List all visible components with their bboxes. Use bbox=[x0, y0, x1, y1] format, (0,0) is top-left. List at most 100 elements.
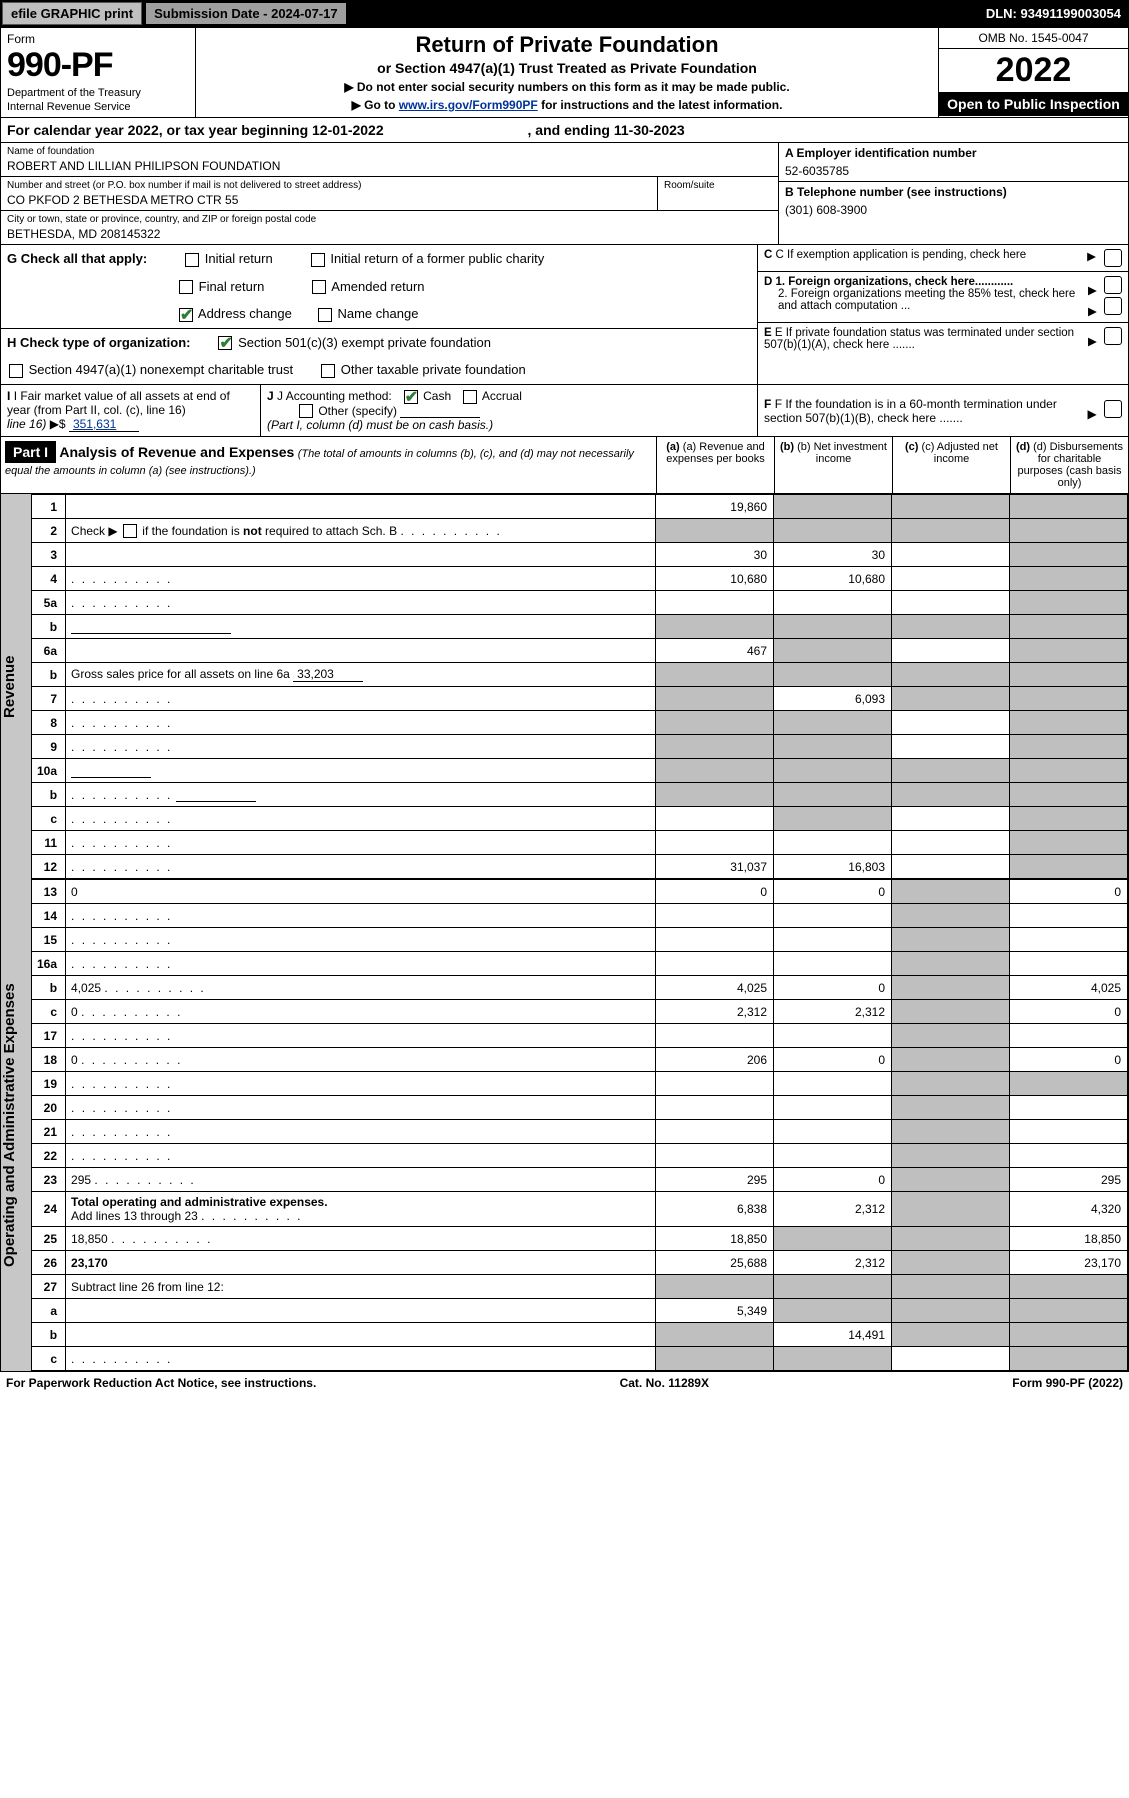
g-initial: Initial return bbox=[205, 251, 273, 266]
instr-pre: ▶ Go to bbox=[352, 98, 399, 112]
city-state-zip: BETHESDA, MD 208145322 bbox=[7, 227, 772, 241]
table-row: 20 bbox=[32, 1096, 1128, 1120]
table-row: 19 bbox=[32, 1072, 1128, 1096]
cb-status-terminated[interactable] bbox=[1104, 327, 1122, 345]
cb-amended-return[interactable] bbox=[312, 280, 326, 294]
d1-label: D 1. Foreign organizations, check here..… bbox=[764, 276, 1013, 288]
form-top: Form 990-PF Department of the Treasury I… bbox=[0, 27, 1129, 118]
form-number: 990-PF bbox=[7, 46, 189, 85]
table-row: 4 10,68010,680 bbox=[32, 567, 1128, 591]
table-row: 24Total operating and administrative exp… bbox=[32, 1192, 1128, 1227]
expenses-side-label: Operating and Administrative Expenses bbox=[1, 879, 31, 1371]
cb-initial-former[interactable] bbox=[311, 253, 325, 267]
cb-address-change[interactable] bbox=[179, 308, 193, 322]
col-c-head: (c) (c) Adjusted net income bbox=[892, 437, 1010, 493]
part1-title: Analysis of Revenue and Expenses bbox=[59, 444, 294, 460]
table-row: 10a bbox=[32, 759, 1128, 783]
revenue-side-label: Revenue bbox=[1, 494, 31, 879]
g-label: G Check all that apply: bbox=[7, 251, 147, 266]
cb-4947a1[interactable] bbox=[9, 364, 23, 378]
i-arrow: ▶$ bbox=[50, 417, 66, 431]
table-row: 11 bbox=[32, 831, 1128, 855]
cb-accrual[interactable] bbox=[463, 390, 477, 404]
g-final: Final return bbox=[199, 279, 265, 294]
table-row: b14,491 bbox=[32, 1323, 1128, 1347]
table-row: b4,025 4,02504,025 bbox=[32, 976, 1128, 1000]
table-row: c bbox=[32, 1347, 1128, 1371]
d2-label: 2. Foreign organizations meeting the 85%… bbox=[764, 288, 1088, 312]
table-row: 22 bbox=[32, 1144, 1128, 1168]
efile-button[interactable]: efile GRAPHIC print bbox=[2, 2, 142, 25]
table-row: 16a bbox=[32, 952, 1128, 976]
table-row: 6a467 bbox=[32, 639, 1128, 663]
table-row: 15 bbox=[32, 928, 1128, 952]
h-label: H Check type of organization: bbox=[7, 335, 190, 350]
instr-post: for instructions and the latest informat… bbox=[538, 98, 783, 112]
part1-header-row: Part I Analysis of Revenue and Expenses … bbox=[0, 437, 1129, 494]
table-row: 5a bbox=[32, 591, 1128, 615]
form990pf-link[interactable]: www.irs.gov/Form990PF bbox=[399, 98, 538, 112]
g-address: Address change bbox=[198, 306, 292, 321]
j-cash: Cash bbox=[423, 389, 451, 403]
cb-foreign-org[interactable] bbox=[1104, 276, 1122, 294]
cb-60month[interactable] bbox=[1104, 400, 1122, 418]
fmv-link[interactable]: 351,631 bbox=[69, 417, 139, 432]
line6a-sales: 33,203 bbox=[293, 667, 363, 682]
j-note: (Part I, column (d) must be on cash basi… bbox=[267, 418, 493, 432]
table-row: b bbox=[32, 615, 1128, 639]
city-label: City or town, state or province, country… bbox=[7, 214, 772, 225]
table-row: 17 bbox=[32, 1024, 1128, 1048]
cal-year-begin: For calendar year 2022, or tax year begi… bbox=[7, 122, 384, 138]
cb-final-return[interactable] bbox=[179, 280, 193, 294]
open-to-public: Open to Public Inspection bbox=[939, 92, 1128, 116]
j-other: Other (specify) bbox=[318, 404, 397, 418]
entity-info: Name of foundation ROBERT AND LILLIAN PH… bbox=[0, 143, 1129, 245]
form-subtitle: or Section 4947(a)(1) Trust Treated as P… bbox=[206, 60, 928, 76]
col-d-head: (d) (d) Disbursements for charitable pur… bbox=[1010, 437, 1128, 493]
table-row: 33030 bbox=[32, 543, 1128, 567]
table-row: 14 bbox=[32, 904, 1128, 928]
cb-initial-return[interactable] bbox=[185, 253, 199, 267]
table-row: bGross sales price for all assets on lin… bbox=[32, 663, 1128, 687]
name-label: Name of foundation bbox=[7, 146, 772, 157]
h-opt2: Section 4947(a)(1) nonexempt charitable … bbox=[29, 362, 293, 377]
cb-sch-b[interactable] bbox=[123, 524, 137, 538]
instr-goto: ▶ Go to www.irs.gov/Form990PF for instru… bbox=[206, 98, 928, 112]
cb-name-change[interactable] bbox=[318, 308, 332, 322]
dln: DLN: 93491199003054 bbox=[986, 6, 1127, 21]
cb-other-taxable[interactable] bbox=[321, 364, 335, 378]
j-label: J Accounting method: bbox=[277, 389, 392, 403]
row-ijf: I I Fair market value of all assets at e… bbox=[0, 385, 1129, 438]
room-label: Room/suite bbox=[664, 180, 772, 191]
table-row: c0 2,3122,3120 bbox=[32, 1000, 1128, 1024]
g-name-change: Name change bbox=[337, 306, 418, 321]
ein-label: A Employer identification number bbox=[785, 146, 1122, 160]
g-initial-former: Initial return of a former public charit… bbox=[330, 251, 544, 266]
f-label: F If the foundation is in a 60-month ter… bbox=[764, 397, 1057, 425]
j-accrual: Accrual bbox=[482, 389, 522, 403]
expenses-table: 130000 14 15 16a b4,025 4,02504,025 c0 2… bbox=[31, 879, 1128, 1371]
form-title-block: Return of Private Foundation or Section … bbox=[196, 28, 938, 117]
instr-ssn: ▶ Do not enter social security numbers o… bbox=[206, 80, 928, 94]
table-row: 2518,850 18,85018,850 bbox=[32, 1227, 1128, 1251]
table-row: 119,860 bbox=[32, 495, 1128, 519]
paperwork-notice: For Paperwork Reduction Act Notice, see … bbox=[6, 1376, 316, 1390]
e-label: E If private foundation status was termi… bbox=[764, 327, 1074, 351]
i-label: I Fair market value of all assets at end… bbox=[7, 389, 230, 417]
cb-85pct[interactable] bbox=[1104, 297, 1122, 315]
table-row: 180 20600 bbox=[32, 1048, 1128, 1072]
foundation-name: ROBERT AND LILLIAN PHILIPSON FOUNDATION bbox=[7, 159, 772, 173]
cb-other-method[interactable] bbox=[299, 404, 313, 418]
form-ref: Form 990-PF (2022) bbox=[1012, 1376, 1123, 1390]
dept-treasury: Department of the Treasury bbox=[7, 87, 189, 99]
cb-501c3[interactable] bbox=[218, 336, 232, 350]
cb-cash[interactable] bbox=[404, 390, 418, 404]
calendar-year-row: For calendar year 2022, or tax year begi… bbox=[0, 118, 1129, 143]
table-row: b bbox=[32, 783, 1128, 807]
cb-exemption-pending[interactable] bbox=[1104, 249, 1122, 267]
form-label: Form bbox=[7, 32, 189, 46]
table-row: 12 31,03716,803 bbox=[32, 855, 1128, 879]
col-b-head: (b) (b) Net investment income bbox=[774, 437, 892, 493]
cat-no: Cat. No. 11289X bbox=[620, 1376, 709, 1390]
table-row: 9 bbox=[32, 735, 1128, 759]
